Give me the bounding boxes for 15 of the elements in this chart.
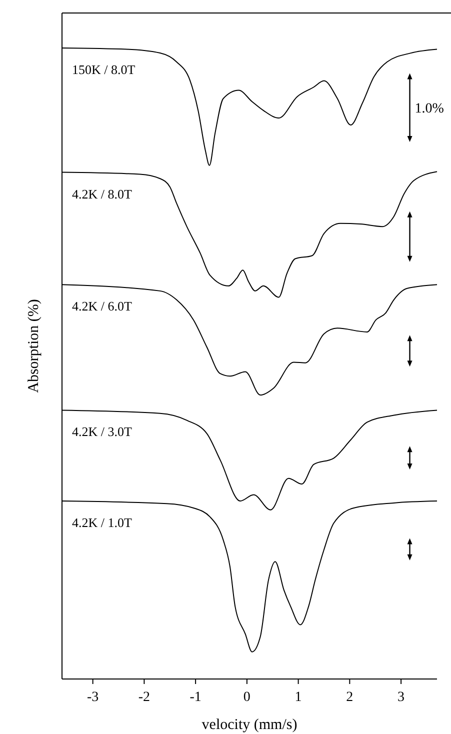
x-axis-title: velocity (mm/s) (202, 717, 298, 733)
annotation: 1.0% (414, 102, 444, 117)
series-label: 4.2K / 3.0T (72, 424, 132, 440)
series-label: 150K / 8.0T (72, 62, 136, 77)
series-label: 4.2K / 6.0T (72, 298, 132, 314)
x-tick-label: -3 (86, 690, 99, 705)
series-label: 4.2K / 8.0T (72, 186, 132, 202)
x-tick-label: -1 (190, 690, 202, 705)
x-tick-label: 1 (294, 690, 302, 705)
x-tick-label: -2 (138, 690, 150, 705)
series-label: 4.2K / 1.0T (72, 515, 132, 530)
x-tick-label: 3 (398, 690, 405, 705)
x-tick-label: 2 (346, 690, 354, 705)
y-axis-title: Absorption (%) (26, 299, 42, 393)
x-tick-label: 0 (243, 690, 250, 705)
